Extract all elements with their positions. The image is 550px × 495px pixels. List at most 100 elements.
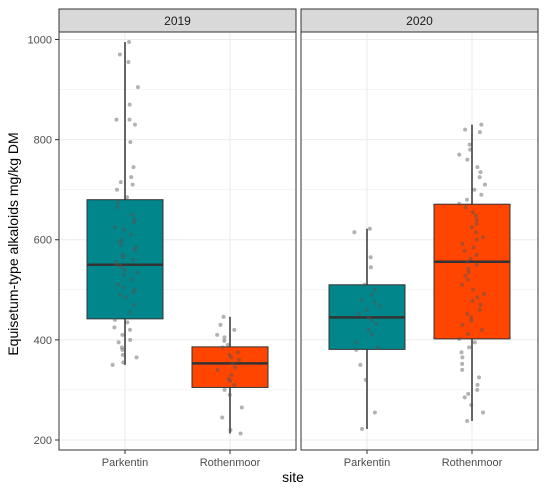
data-point [127, 117, 132, 122]
data-point [475, 295, 480, 300]
data-point [352, 230, 357, 235]
box-body [86, 199, 164, 320]
data-point [121, 255, 126, 260]
data-point [114, 117, 119, 122]
data-point [465, 311, 470, 316]
data-point [220, 415, 225, 420]
data-point [127, 327, 132, 332]
data-point [367, 226, 372, 231]
data-point [222, 338, 227, 343]
data-point [121, 285, 126, 290]
data-point [471, 287, 476, 292]
data-point [462, 395, 467, 400]
data-point [227, 392, 232, 397]
data-point [228, 355, 233, 360]
data-point [215, 332, 220, 337]
data-point [474, 217, 479, 222]
data-point [478, 170, 483, 175]
data-point [121, 360, 126, 365]
data-point [238, 431, 243, 436]
data-point [132, 302, 137, 307]
data-point [362, 282, 367, 287]
data-point [465, 418, 470, 423]
data-point [479, 122, 484, 127]
data-point [128, 337, 133, 342]
y-tick-label: 800 [34, 135, 52, 147]
data-point [376, 345, 381, 350]
data-point [475, 387, 480, 392]
data-point [228, 427, 233, 432]
data-point [372, 410, 377, 415]
data-point [131, 220, 136, 225]
data-point [215, 367, 220, 372]
data-point [477, 130, 482, 135]
data-point [480, 235, 485, 240]
data-point [366, 315, 371, 320]
data-point [114, 260, 119, 265]
data-point [218, 322, 223, 327]
data-point [469, 315, 474, 320]
data-point [119, 242, 124, 247]
data-point [118, 180, 123, 185]
y-axis-title: Equisetum-type alkaloids mg/kg DM [5, 132, 21, 355]
data-point [239, 405, 244, 410]
data-point [370, 332, 375, 337]
panel-strip [300, 8, 539, 33]
data-point [128, 310, 133, 315]
data-point [115, 282, 120, 287]
data-point [132, 217, 137, 222]
data-point [110, 362, 115, 367]
data-point [131, 290, 136, 295]
data-point [130, 212, 135, 217]
data-point [482, 182, 487, 187]
data-point [369, 292, 374, 297]
data-point [457, 201, 462, 206]
data-point [368, 265, 373, 270]
data-point [471, 245, 476, 250]
y-axis: 200 400 600 800 1000 [28, 35, 59, 447]
data-point [115, 205, 120, 210]
data-point [460, 322, 465, 327]
data-point [222, 387, 227, 392]
data-point [230, 361, 235, 366]
data-point [466, 270, 471, 275]
data-point [227, 352, 232, 357]
y-tick-label: 200 [34, 435, 52, 447]
data-point [463, 273, 468, 278]
data-point [233, 365, 238, 370]
data-point [354, 340, 359, 345]
data-point [228, 378, 233, 383]
data-point [229, 372, 234, 377]
data-point [372, 300, 377, 305]
data-point [127, 102, 132, 107]
data-point [112, 325, 117, 330]
panel-strip-label: 2019 [164, 14, 191, 28]
data-point [477, 175, 482, 180]
data-point [466, 266, 471, 271]
data-point [131, 165, 136, 170]
data-point [133, 245, 138, 250]
data-point [480, 327, 485, 332]
data-point [132, 247, 137, 252]
panel-2019: Parkentin Rothenmoor 2019 [58, 8, 297, 469]
data-point [477, 307, 482, 312]
data-point [220, 345, 225, 350]
data-point [475, 165, 480, 170]
panel-strip [58, 8, 297, 33]
data-point [478, 302, 483, 307]
data-point [125, 195, 130, 200]
x-tick-label: Parkentin [102, 457, 148, 469]
data-point [125, 320, 130, 325]
data-point [472, 340, 477, 345]
box-body [191, 346, 269, 388]
data-point [468, 147, 473, 152]
data-point [459, 350, 464, 355]
data-point [119, 345, 124, 350]
data-point [460, 355, 465, 360]
data-point [128, 140, 133, 145]
data-point [460, 361, 465, 366]
data-point [374, 321, 379, 326]
data-point [134, 355, 139, 360]
